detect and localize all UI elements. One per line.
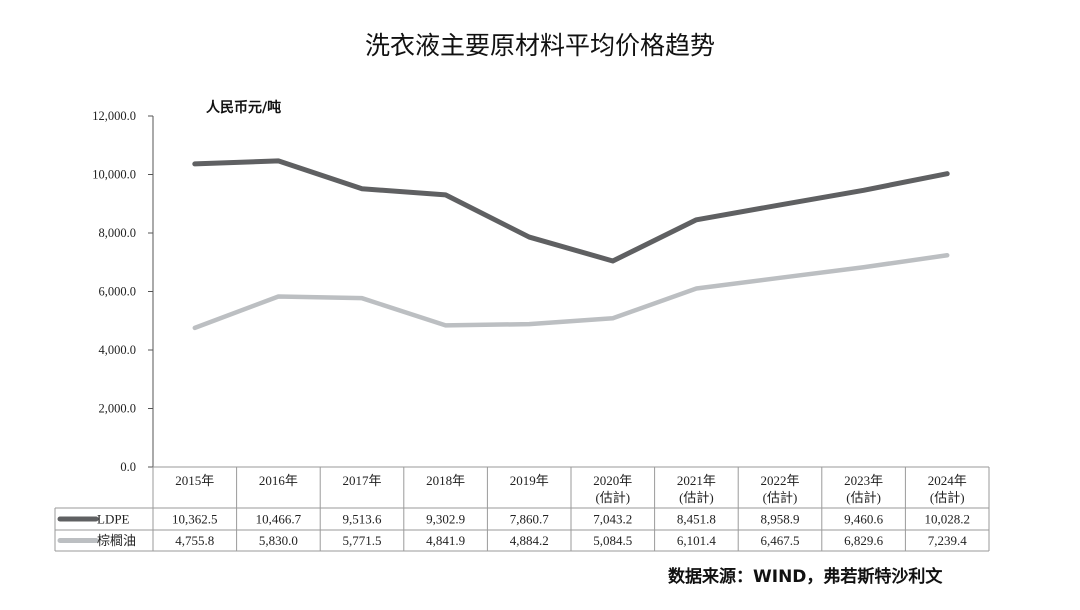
legend-label: LDPE bbox=[97, 512, 130, 527]
x-category-label: 2018年 bbox=[426, 473, 465, 488]
data-cell: 8,958.9 bbox=[761, 512, 800, 527]
data-cell: 7,239.4 bbox=[928, 533, 968, 548]
chart-title: 洗衣液主要原材料平均价格趋势 bbox=[364, 31, 715, 60]
x-category-sublabel: (估計) bbox=[679, 490, 714, 505]
y-tick-label: 6,000.0 bbox=[99, 285, 137, 299]
data-cell: 9,513.6 bbox=[343, 512, 383, 527]
data-cell: 6,101.4 bbox=[677, 533, 717, 548]
y-tick-label: 4,000.0 bbox=[99, 343, 137, 357]
data-cell: 4,841.9 bbox=[426, 533, 465, 548]
data-cell: 10,362.5 bbox=[172, 512, 218, 527]
x-category-label: 2015年 bbox=[175, 473, 214, 488]
data-cell: 10,466.7 bbox=[256, 512, 302, 527]
y-tick-label: 8,000.0 bbox=[99, 226, 137, 240]
y-tick-label: 10,000.0 bbox=[92, 168, 136, 182]
unit-label: 人民币元/吨 bbox=[206, 100, 282, 116]
x-category-label: 2024年 bbox=[928, 473, 967, 488]
data-cell: 4,884.2 bbox=[510, 533, 549, 548]
data-cell: 6,467.5 bbox=[761, 533, 800, 548]
x-category-sublabel: (估計) bbox=[595, 490, 630, 505]
data-cell: 5,084.5 bbox=[593, 533, 632, 548]
data-cell: 6,829.6 bbox=[844, 533, 884, 548]
data-cell: 5,771.5 bbox=[343, 533, 382, 548]
x-category-label: 2022年 bbox=[760, 473, 799, 488]
y-tick-label: 0.0 bbox=[120, 460, 136, 474]
data-cell: 8,451.8 bbox=[677, 512, 716, 527]
x-category-sublabel: (估計) bbox=[763, 490, 798, 505]
x-category-sublabel: (估計) bbox=[930, 490, 965, 505]
source-note: 数据来源：WIND，弗若斯特沙利文 bbox=[668, 567, 943, 587]
x-category-label: 2021年 bbox=[677, 473, 716, 488]
x-category-label: 2019年 bbox=[510, 473, 549, 488]
x-category-label: 2023年 bbox=[844, 473, 883, 488]
data-cell: 7,043.2 bbox=[593, 512, 632, 527]
x-category-label: 2016年 bbox=[259, 473, 298, 488]
y-tick-label: 12,000.0 bbox=[92, 109, 136, 123]
y-tick-label: 2,000.0 bbox=[99, 402, 137, 416]
x-category-sublabel: (估計) bbox=[846, 490, 881, 505]
data-cell: 9,460.6 bbox=[844, 512, 884, 527]
x-category-label: 2017年 bbox=[342, 473, 381, 488]
data-cell: 4,755.8 bbox=[175, 533, 214, 548]
series-line-2 bbox=[192, 252, 950, 331]
data-cell: 10,028.2 bbox=[924, 512, 970, 527]
x-category-label: 2020年 bbox=[593, 473, 632, 488]
series-line-1 bbox=[192, 158, 950, 264]
data-cell: 7,860.7 bbox=[510, 512, 550, 527]
legend-label: 棕櫚油 bbox=[97, 533, 136, 548]
data-cell: 9,302.9 bbox=[426, 512, 465, 527]
data-cell: 5,830.0 bbox=[259, 533, 298, 548]
